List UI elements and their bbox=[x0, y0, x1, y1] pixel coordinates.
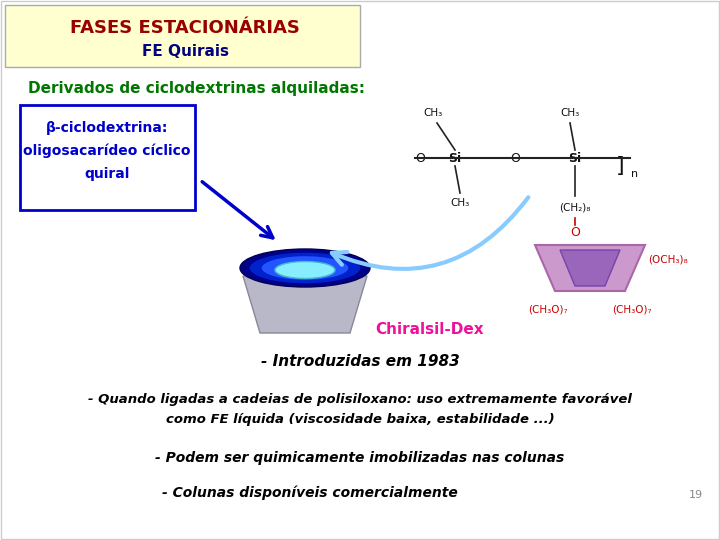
Text: (CH₃O)₇: (CH₃O)₇ bbox=[528, 304, 568, 314]
Polygon shape bbox=[535, 245, 645, 291]
Polygon shape bbox=[560, 250, 620, 286]
Text: quiral: quiral bbox=[84, 167, 130, 181]
Text: O: O bbox=[510, 152, 520, 165]
Text: 19: 19 bbox=[689, 490, 703, 500]
Text: CH₃: CH₃ bbox=[560, 108, 580, 118]
Text: FE Quirais: FE Quirais bbox=[142, 44, 228, 59]
Text: n: n bbox=[631, 169, 639, 179]
Text: Si: Si bbox=[568, 152, 582, 165]
Text: Si: Si bbox=[449, 152, 462, 165]
Ellipse shape bbox=[261, 255, 349, 280]
Text: (CH₃O)₇: (CH₃O)₇ bbox=[612, 304, 652, 314]
Text: oligosacarídeo cíclico: oligosacarídeo cíclico bbox=[23, 144, 191, 158]
Text: - Podem ser quimicamente imobilizadas nas colunas: - Podem ser quimicamente imobilizadas na… bbox=[156, 451, 564, 465]
Text: (CH₂)₈: (CH₂)₈ bbox=[559, 203, 590, 213]
Ellipse shape bbox=[249, 252, 361, 284]
Text: como FE líquida (viscosidade baixa, estabilidade ...): como FE líquida (viscosidade baixa, esta… bbox=[166, 414, 554, 427]
Bar bbox=[5, 5, 360, 67]
Ellipse shape bbox=[240, 249, 370, 287]
Polygon shape bbox=[243, 276, 367, 333]
Text: FASES ESTACIONÁRIAS: FASES ESTACIONÁRIAS bbox=[70, 19, 300, 37]
Ellipse shape bbox=[275, 261, 335, 279]
Text: - Introduzidas em 1983: - Introduzidas em 1983 bbox=[261, 354, 459, 369]
Text: O: O bbox=[570, 226, 580, 240]
Text: β-ciclodextrina:: β-ciclodextrina: bbox=[46, 121, 168, 135]
Bar bbox=[20, 105, 195, 210]
Text: CH₃: CH₃ bbox=[451, 198, 469, 208]
Text: CH₃: CH₃ bbox=[423, 108, 443, 118]
Text: - Colunas disponíveis comercialmente: - Colunas disponíveis comercialmente bbox=[162, 486, 458, 500]
Text: Chiralsil-Dex: Chiralsil-Dex bbox=[376, 322, 485, 338]
Text: O: O bbox=[415, 152, 425, 165]
Text: - Quando ligadas a cadeias de polisiloxano: uso extremamente favorável: - Quando ligadas a cadeias de polisiloxa… bbox=[88, 394, 632, 407]
Text: (OCH₃)₈: (OCH₃)₈ bbox=[648, 255, 688, 265]
Text: ]: ] bbox=[616, 156, 624, 176]
Text: Derivados de ciclodextrinas alquiladas:: Derivados de ciclodextrinas alquiladas: bbox=[28, 80, 365, 96]
